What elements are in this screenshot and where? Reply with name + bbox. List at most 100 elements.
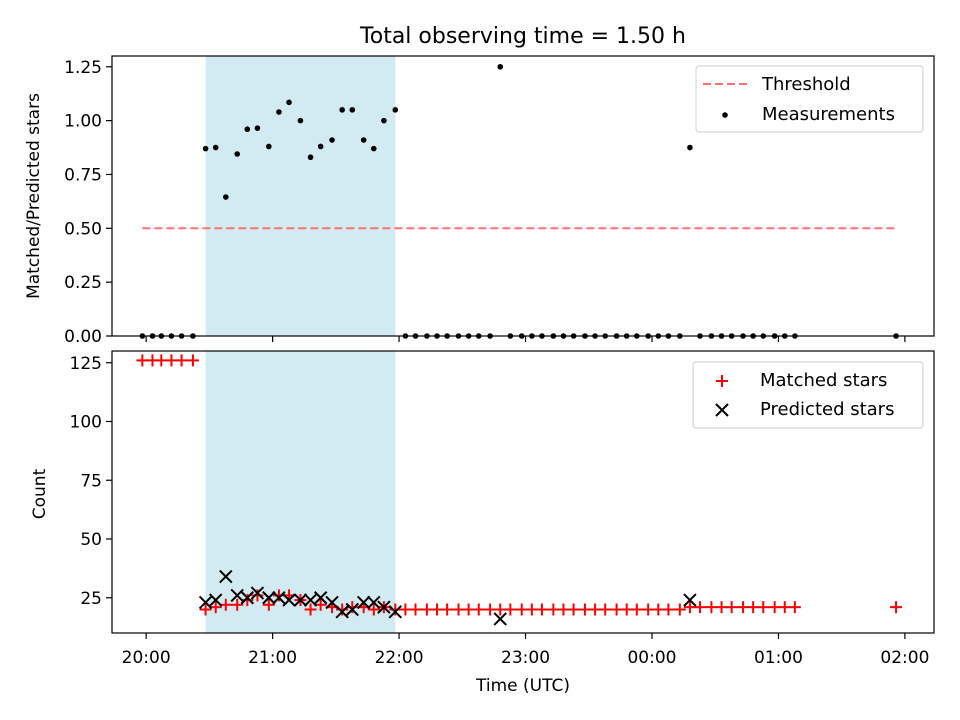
matched-stars-point xyxy=(890,601,903,614)
predicted-stars-point xyxy=(219,569,233,584)
matched-stars-point xyxy=(504,603,517,616)
matched-stars-point xyxy=(336,603,349,616)
measurement-point xyxy=(244,126,251,133)
measurement-point xyxy=(307,154,314,161)
matched-stars-point xyxy=(567,603,580,616)
predicted-stars-point xyxy=(493,612,507,626)
bottom-panel-shaded-region xyxy=(205,351,396,633)
predicted-stars-legend-label: Predicted stars xyxy=(760,399,894,420)
matched-stars-point xyxy=(652,603,665,616)
top-panel-y-axis-label: Matched/Predicted stars xyxy=(24,93,44,299)
matched-stars-point xyxy=(662,603,675,616)
measurement-point xyxy=(276,109,282,115)
matched-stars-point xyxy=(484,603,497,616)
predicted-stars-point xyxy=(313,591,328,605)
matched-stars-point xyxy=(694,601,707,614)
predicted-stars-point xyxy=(303,593,318,607)
matched-stars-point xyxy=(768,601,781,614)
predicted-stars-point xyxy=(262,591,276,605)
measurement-point xyxy=(223,194,229,200)
top-legend: Threshold Measurements xyxy=(695,65,924,133)
measurement-point xyxy=(349,107,356,113)
predicted-stars-point xyxy=(356,595,371,610)
x-tick-label: 01:00 xyxy=(754,648,803,668)
bottom-panel-frame xyxy=(111,350,935,634)
matched-stars-point xyxy=(389,603,402,616)
predicted-stars-legend-swatch xyxy=(715,403,729,417)
matched-stars-point xyxy=(630,603,643,616)
matched-stars-point xyxy=(420,603,433,616)
matched-stars-point xyxy=(642,603,655,616)
matched-stars-point xyxy=(599,603,612,616)
predicted-stars-point xyxy=(335,605,349,619)
matched-stars-point xyxy=(304,603,317,616)
matched-stars-point xyxy=(165,354,178,367)
matched-stars-point xyxy=(705,601,718,614)
predicted-stars-point xyxy=(250,586,265,600)
matched-stars-point xyxy=(241,594,254,607)
measurement-point xyxy=(392,107,399,113)
matched-stars-point xyxy=(547,603,560,616)
predicted-stars-point xyxy=(272,591,286,605)
y-tick-label: 50 xyxy=(80,530,102,550)
matched-stars-point xyxy=(778,601,791,614)
measurement-point xyxy=(234,151,240,157)
x-tick-label: 22:00 xyxy=(375,648,424,668)
matched-stars-legend-swatch xyxy=(716,375,728,387)
matched-stars-point xyxy=(314,598,327,611)
matched-stars-point xyxy=(788,601,801,614)
top-panel: 0.00 0.25 0.50 0.75 1.00 1.25 Matched/Predict… xyxy=(24,55,935,347)
matched-stars-point xyxy=(136,354,149,367)
matched-stars-point xyxy=(462,603,475,616)
y-tick-label: 1.00 xyxy=(64,112,102,132)
matched-stars-point xyxy=(725,601,738,614)
measurements-legend-label: Measurements xyxy=(762,104,895,125)
matched-stars-point xyxy=(175,354,188,367)
y-tick-label: 1.25 xyxy=(64,58,102,78)
matched-stars-point xyxy=(673,603,686,616)
predicted-stars-point xyxy=(240,591,255,605)
measurement-point xyxy=(317,143,324,150)
y-tick-label: 125 xyxy=(70,354,102,374)
x-tick-label: 23:00 xyxy=(501,648,550,668)
measurement-point xyxy=(339,107,345,113)
matched-stars-point xyxy=(472,603,485,616)
matched-stars-point xyxy=(262,598,275,611)
chart-title: Total observing time = 1.50 h xyxy=(359,24,686,49)
matched-stars-point xyxy=(431,603,444,616)
predicted-stars-point xyxy=(367,595,381,610)
measurement-point xyxy=(212,144,219,151)
measurement-point xyxy=(286,99,292,106)
matched-stars-point xyxy=(589,603,602,616)
predicted-stars-point xyxy=(345,602,359,617)
bottom-panel: 25 50 75 100 125 20:00 21:00 22:00 23:00 00:00 01… xyxy=(30,350,935,696)
top-panel-shaded-region xyxy=(205,56,396,336)
matched-stars-legend-label: Matched stars xyxy=(760,370,887,391)
matched-stars-point xyxy=(441,603,454,616)
x-tick-label: 02:00 xyxy=(880,648,929,668)
matched-stars-point xyxy=(737,601,750,614)
y-tick-label: 0.75 xyxy=(64,165,102,185)
matched-stars-point xyxy=(610,603,623,616)
bottom-panel-y-axis-label: Count xyxy=(30,468,50,519)
matched-stars-point xyxy=(186,354,199,367)
measurement-point xyxy=(254,125,261,131)
predicted-stars-point xyxy=(282,593,296,607)
top-panel-frame xyxy=(111,55,935,337)
matched-stars-point xyxy=(620,603,633,616)
matched-stars-point xyxy=(272,589,285,602)
y-tick-label: 0.50 xyxy=(64,219,102,239)
matched-stars-point xyxy=(535,603,548,616)
matched-stars-point xyxy=(231,598,244,611)
matched-stars-point xyxy=(747,601,760,614)
matched-stars-point xyxy=(399,603,412,616)
x-tick-label: 00:00 xyxy=(627,648,676,668)
measurement-point xyxy=(329,137,335,143)
predicted-stars-point xyxy=(683,593,697,607)
matched-stars-point xyxy=(155,354,168,367)
matched-stars-point xyxy=(578,603,591,616)
matched-stars-point xyxy=(515,603,528,616)
measurement-point xyxy=(202,145,209,152)
predicted-stars-point xyxy=(377,600,391,614)
measurement-point xyxy=(370,145,377,152)
